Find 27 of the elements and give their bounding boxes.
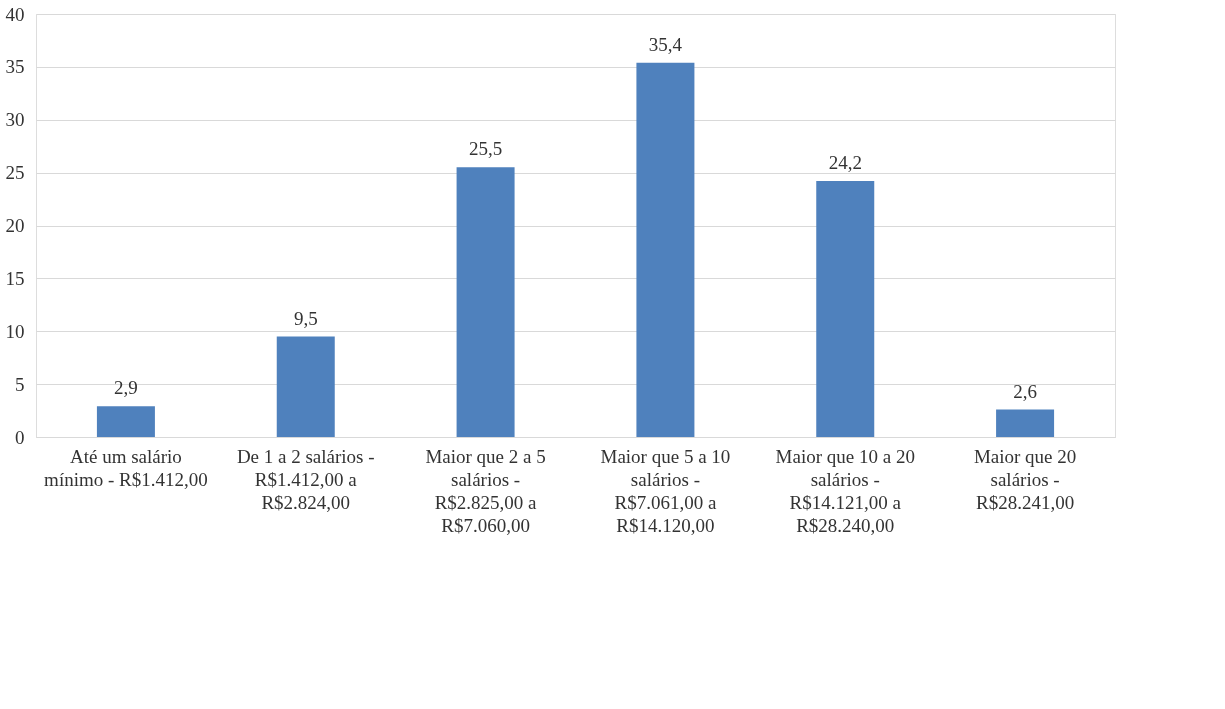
data-label: 35,4	[648, 33, 683, 55]
y-tick-label: 5	[15, 373, 25, 395]
x-tick-label: Até um salário mínimo - R$1.412,00	[44, 445, 208, 490]
bar	[816, 181, 875, 437]
x-tick-label: Maior que 2 a 5 salários - R$2.825,00 a R$7.060,00	[425, 445, 546, 536]
y-tick-label: 15	[5, 267, 25, 289]
data-label: 25,5	[468, 138, 503, 160]
y-tick-label: 25	[5, 162, 25, 184]
x-tick-label: Maior que 10 a 20 salários - R$14.121,00 a R$28.240,00	[775, 445, 915, 536]
y-tick-label: 30	[5, 109, 25, 131]
y-tick-label: 35	[5, 56, 25, 78]
bar	[456, 167, 515, 437]
bar	[636, 62, 695, 437]
y-tick-label: 20	[5, 215, 25, 236]
data-label: 2,9	[114, 377, 138, 399]
data-label: 9,5	[293, 307, 318, 329]
x-tick-label: De 1 a 2 salários - R$1.412,00 a R$2.824,00	[236, 445, 375, 513]
bar	[276, 336, 335, 437]
y-tick-label: 0	[15, 426, 25, 448]
data-label: 24,2	[828, 152, 862, 174]
bar	[96, 406, 155, 437]
x-tick-label: Maior que 20 salários - R$28.241,00	[973, 445, 1077, 513]
y-tick-label: 40	[5, 3, 25, 25]
bar	[996, 409, 1055, 437]
x-tick-label: Maior que 5 a 10 salários - R$7.061,00 a R$14.120,00	[600, 445, 731, 536]
data-label: 2,6	[1013, 380, 1037, 402]
y-tick-label: 10	[5, 320, 25, 342]
